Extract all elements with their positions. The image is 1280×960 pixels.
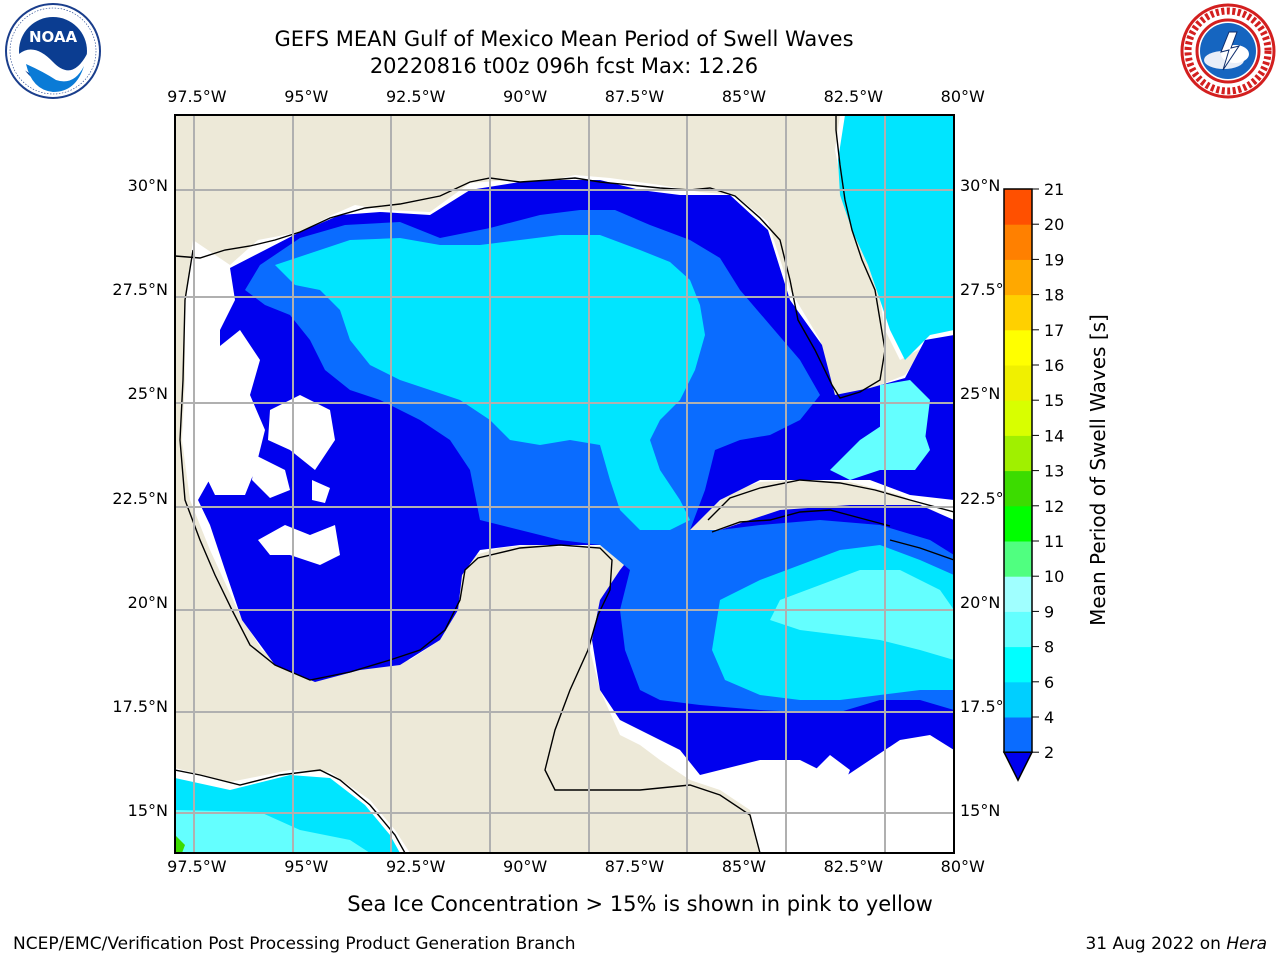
lat-label-left: 15°N xyxy=(127,801,168,821)
colorbar-segment xyxy=(1004,224,1032,260)
map-frame xyxy=(174,114,955,854)
lat-label-right: 22.5°N xyxy=(960,488,1016,508)
colorbar-tick-label: 2 xyxy=(1044,743,1054,762)
lon-label-bottom: 97.5°W xyxy=(167,857,227,876)
colorbar-tick-label: 11 xyxy=(1044,532,1064,551)
lat-label-left: 30°N xyxy=(127,175,168,195)
swell-contour-6-8 xyxy=(770,570,954,660)
coastlines xyxy=(175,115,954,853)
footer-date-text: 31 Aug 2022 on xyxy=(1085,934,1227,954)
lon-label-bottom: 80°W xyxy=(940,857,985,876)
lat-label-left: 22.5°N xyxy=(112,488,168,508)
map-subtitle-run: 20220816 t00z 096h fcst Max: 12.26 xyxy=(369,54,759,78)
sea-ice-note: Sea Ice Concentration > 15% is shown in … xyxy=(347,892,933,916)
colorbar-tick-label: 20 xyxy=(1044,215,1064,234)
colorbar-tick-label: 15 xyxy=(1044,391,1064,410)
colorbar-segment xyxy=(1004,646,1032,683)
colorbar-segment xyxy=(1004,400,1032,436)
lon-label-bottom: 92.5°W xyxy=(385,857,446,876)
lon-label-top: 82.5°W xyxy=(823,87,884,106)
lon-label-bottom: 87.5°W xyxy=(604,857,665,876)
lat-label-right: 30°N xyxy=(960,175,1001,195)
gridlines xyxy=(175,115,954,853)
colorbar-title: Mean Period of Swell Waves [s] xyxy=(1086,314,1110,626)
colorbar-segment xyxy=(1004,541,1032,577)
lat-label-right: 17.5°N xyxy=(960,697,1016,717)
colorbar-tick-label: 10 xyxy=(1044,567,1064,586)
colorbar-segment xyxy=(1004,470,1032,507)
colorbar-segment xyxy=(1004,329,1032,366)
colorbar: 2 4 6 8 9 10 11 12 13 14 15 16 17 18 19 20 21 xyxy=(1002,180,1064,782)
colorbar-segment xyxy=(1004,681,1032,718)
footer-date: 31 Aug 2022 on Hera xyxy=(1085,934,1267,954)
lon-label-bottom: 85°W xyxy=(721,857,767,876)
colorbar-tick-label: 9 xyxy=(1044,602,1054,621)
colorbar-tick-label: 18 xyxy=(1044,286,1064,305)
colorbar-segment xyxy=(1004,435,1032,472)
lat-label-left: 20°N xyxy=(127,592,168,612)
colorbar-tick-label: 4 xyxy=(1044,708,1054,727)
colorbar-segment xyxy=(1004,365,1032,401)
lon-label-top: 87.5°W xyxy=(604,87,665,106)
lat-label-right: 25°N xyxy=(960,384,1001,404)
map-title: GEFS MEAN Gulf of Mexico Mean Period of … xyxy=(274,27,854,51)
noaa-logo-text: NOAA xyxy=(29,28,78,46)
noaa-logo: NOAA xyxy=(5,3,101,99)
lon-label-top: 85°W xyxy=(721,87,767,106)
colorbar-tick-label: 16 xyxy=(1044,356,1064,375)
lon-label-top: 90°W xyxy=(503,87,548,106)
colorbar-segment xyxy=(1004,294,1032,331)
lon-label-bottom: 90°W xyxy=(503,857,548,876)
colorbar-segment xyxy=(1004,611,1032,648)
lat-label-left: 25°N xyxy=(127,384,168,404)
lon-label-top: 97.5°W xyxy=(167,87,227,106)
colorbar-segment xyxy=(1004,717,1032,753)
colorbar-tick-label: 21 xyxy=(1044,180,1064,199)
lon-label-bottom: 95°W xyxy=(284,857,329,876)
lon-label-bottom: 82.5°W xyxy=(823,857,884,876)
nws-logo xyxy=(1180,3,1276,99)
colorbar-segment xyxy=(1004,189,1032,225)
colorbar-tick-label: 14 xyxy=(1044,426,1064,445)
colorbar-tick-label: 17 xyxy=(1044,321,1064,340)
lat-label-right: 15°N xyxy=(960,801,1001,821)
colorbar-tick-label: 19 xyxy=(1044,250,1064,269)
lat-label-right: 27.5°N xyxy=(960,280,1016,300)
colorbar-tick-label: 13 xyxy=(1044,462,1064,481)
lat-label-left: 27.5°N xyxy=(112,280,168,300)
colorbar-tick-label: 6 xyxy=(1044,673,1054,692)
lat-label-left: 17.5°N xyxy=(112,697,168,717)
lon-label-top: 80°W xyxy=(940,87,985,106)
colorbar-segment xyxy=(1004,259,1032,296)
colorbar-tick-label: 8 xyxy=(1044,638,1054,657)
footer-branch: NCEP/EMC/Verification Post Processing Pr… xyxy=(13,934,576,954)
colorbar-segment xyxy=(1004,505,1032,542)
colorbar-segment xyxy=(1004,576,1032,612)
lon-label-top: 92.5°W xyxy=(385,87,446,106)
footer-host: Hera xyxy=(1226,934,1267,954)
colorbar-tick-label: 12 xyxy=(1044,497,1064,516)
lon-label-top: 95°W xyxy=(284,87,329,106)
colorbar-under-extension xyxy=(1002,751,1034,782)
lat-label-right: 20°N xyxy=(960,592,1001,612)
